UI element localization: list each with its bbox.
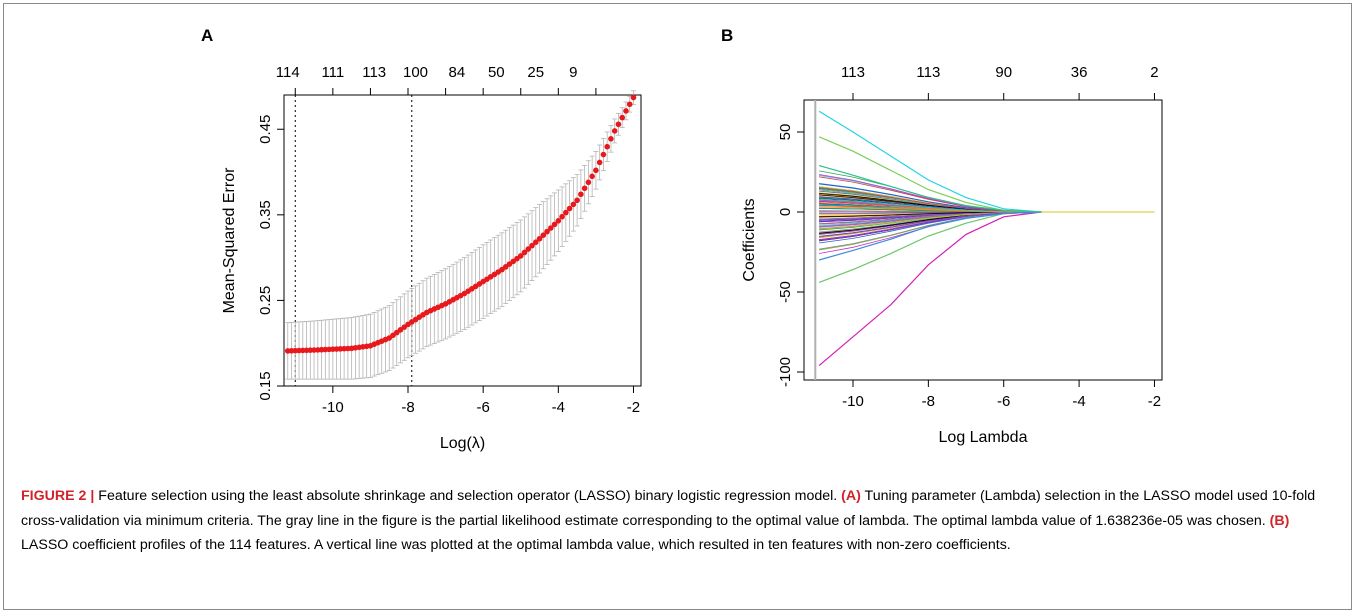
panel-a-top-label: 9 (569, 64, 577, 81)
panel-a-point (581, 185, 588, 192)
panel-b-coefficient-path (818, 211, 1042, 367)
panel-a-point (623, 108, 629, 114)
panel-b-coefficient-path (818, 165, 1042, 213)
panel-b-coefficient-path (818, 211, 1042, 261)
panel-a-point (593, 167, 599, 174)
panel-a-point (596, 159, 603, 166)
panel-a-point (536, 235, 543, 242)
panel-a-point (626, 101, 633, 108)
panel-a-point (619, 114, 626, 121)
panel-a-point (600, 151, 607, 158)
panel-a-point (548, 225, 554, 231)
panel-a-point (563, 209, 569, 216)
panel-a-point (611, 128, 618, 134)
panel-b-x-tick-label: -2 (1148, 393, 1161, 410)
panel-b-letter: B (721, 26, 733, 45)
panel-a-point (585, 179, 592, 186)
panel-b-top-label: 113 (916, 64, 940, 81)
panel-a-point (630, 94, 637, 101)
panel-a-error-bars (285, 90, 636, 380)
panel-a-y-tick-label: 0.25 (257, 286, 274, 315)
figure-frame (3, 3, 1352, 610)
panel-a-top-label: 50 (488, 64, 505, 81)
panel-b-x-tick-label: -8 (922, 393, 935, 410)
panel-a-point (540, 232, 547, 238)
caption-text-3: LASSO coefficient profiles of the 114 fe… (21, 537, 1011, 553)
panel-a-point (615, 121, 622, 128)
panel-b-plot-box (803, 99, 1163, 381)
panel-b-top-label: 90 (995, 64, 1012, 81)
panel-a-point (521, 249, 528, 256)
panel-b-y-tick-label: 0 (777, 208, 794, 216)
panel-a-point (551, 221, 558, 228)
panel-b-x-tick-label: -4 (1072, 393, 1085, 410)
panel-a-point (608, 136, 614, 142)
caption-label-b: (B) (1269, 512, 1290, 529)
panel-a-top-label: 113 (362, 64, 386, 81)
panel-b-y-tick-label: -100 (777, 357, 794, 387)
caption-label-a: (A) (841, 488, 861, 504)
panel-a-point (544, 228, 550, 235)
panel-a-x-tick-label: -4 (552, 399, 565, 416)
figure-caption: FIGURE 2 | Feature selection using the l… (21, 484, 1339, 558)
panel-a-point (559, 213, 565, 220)
panel-b-top-label: 113 (841, 64, 865, 81)
panel-b-coefficient-path (818, 110, 1042, 213)
panel-a-letter: A (201, 26, 213, 45)
panel-a-y-tick-label: 0.35 (257, 200, 274, 229)
panel-a-point (529, 242, 535, 249)
panel-a-point (555, 218, 562, 224)
panel-a-point (525, 246, 532, 252)
panel-a-top-label: 84 (449, 64, 466, 81)
panel-a-point (566, 205, 573, 212)
panel-b-x-tick-label: -10 (842, 393, 864, 410)
caption-text-1: Feature selection using the least absolu… (94, 488, 842, 504)
panel-a-y-tick-label: 0.45 (257, 115, 274, 144)
panel-b-y-axis-title: Coefficients (741, 198, 758, 281)
caption-figure-label: FIGURE 2 | (21, 488, 95, 504)
panel-a-point (574, 197, 580, 204)
panel-a-top-label: 111 (321, 64, 344, 81)
panel-a-point (517, 253, 524, 259)
panel-a-x-axis-title: Log(λ) (440, 435, 485, 452)
panel-a-top-label: 114 (276, 64, 300, 81)
panel-a-point (570, 201, 577, 208)
panel-a-x-tick-label: -6 (476, 399, 489, 416)
panel-b-top-label: 36 (1071, 64, 1088, 81)
panel-b-x-axis-title: Log Lambda (939, 429, 1028, 446)
figure-svg: A B -10 -8 -6 -4 -2 0.15 0.25 0.35 0.45 Log(λ) Mea… (201, 26, 1163, 452)
panel-a-points (284, 94, 637, 354)
panel-a-point (589, 173, 595, 180)
panel-b-x-tick-label: -6 (997, 393, 1010, 410)
panel-a-y-axis-title: Mean-Squared Error (221, 167, 238, 314)
panel-a-point (604, 143, 610, 150)
panel-b-y-tick-label: -50 (777, 281, 794, 303)
chart-panel-b: -10 -8 -6 -4 -2 -100 -50 0 50 Log Lambda Coefficie… (741, 64, 1163, 446)
panel-a-y-tick-label: 0.15 (257, 371, 274, 400)
chart-panel-a: -10 -8 -6 -4 -2 0.15 0.25 0.35 0.45 Log(λ) Mean-Sq… (221, 64, 642, 452)
panel-a-top-label: 25 (527, 64, 544, 81)
caption-text-2: Tuning parameter (Lambda) selection in t… (21, 488, 1316, 529)
panel-b-y-tick-label: 50 (777, 124, 794, 141)
panel-b-top-label: 2 (1150, 64, 1158, 81)
panel-a-x-tick-label: -2 (627, 399, 640, 416)
panel-a-point (578, 191, 584, 198)
panel-a-point (532, 239, 539, 246)
panel-a-top-label: 100 (403, 64, 428, 81)
panel-a-plot-box (283, 94, 642, 387)
panel-a-x-tick-label: -8 (401, 399, 414, 416)
panel-a-x-tick-label: -10 (322, 399, 344, 416)
